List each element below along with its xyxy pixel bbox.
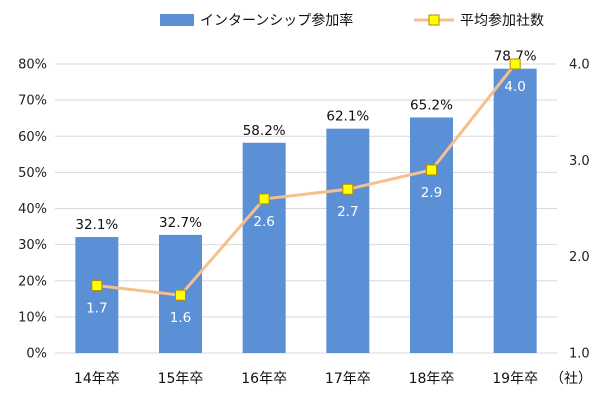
right-axis-unit: （社） <box>550 371 592 387</box>
bar-value-label: 65.2% <box>410 97 453 113</box>
left-tick-label: 50% <box>18 166 47 181</box>
left-tick-label: 0% <box>26 347 47 362</box>
line-series <box>96 63 517 297</box>
average-line <box>96 63 517 297</box>
right-tick-label: 3.0 <box>569 154 590 169</box>
category-label: 18年卒 <box>409 371 455 387</box>
legend-bar-swatch <box>160 14 194 26</box>
left-tick-label: 10% <box>18 310 47 325</box>
bar-series <box>75 68 537 353</box>
right-tick-label: 2.0 <box>569 250 590 265</box>
bar-value-label: 32.1% <box>75 217 118 233</box>
bar-value-label: 32.7% <box>159 215 202 231</box>
left-tick-label: 60% <box>18 130 47 145</box>
line-marker <box>258 193 270 205</box>
line-value-label: 2.9 <box>421 185 442 201</box>
line-value-label: 2.6 <box>253 214 274 230</box>
legend: インターンシップ参加率 平均参加社数 <box>160 12 544 29</box>
line-value-label: 4.0 <box>504 79 525 95</box>
line-markers <box>91 58 521 301</box>
line-value-label: 2.7 <box>337 204 358 220</box>
bar <box>75 237 119 353</box>
gridlines <box>55 63 557 354</box>
bar <box>326 128 370 353</box>
legend-line-marker <box>428 14 440 26</box>
line-marker <box>426 164 437 176</box>
x-axis: 14年卒 15年卒 16年卒 17年卒 18年卒 19年卒 <box>74 371 538 387</box>
line-data-labels: 1.7 1.6 2.6 2.7 2.9 4.0 <box>86 79 526 326</box>
bar-data-labels: 32.1% 32.7% 58.2% 62.1% 65.2% 78.7% <box>75 49 536 233</box>
legend-line-label: 平均参加社数 <box>460 12 544 29</box>
line-value-label: 1.7 <box>86 301 107 317</box>
category-label: 17年卒 <box>325 371 371 387</box>
bar-value-label: 62.1% <box>326 109 369 125</box>
right-tick-label: 1.0 <box>569 347 590 362</box>
left-tick-label: 30% <box>18 238 47 253</box>
left-tick-label: 20% <box>18 274 47 289</box>
line-marker <box>509 58 521 70</box>
bar <box>410 117 453 353</box>
bar-value-label: 78.7% <box>494 49 537 65</box>
line-marker <box>175 289 186 301</box>
left-axis: 0% 10% 20% 30% 40% 50% 60% 70% 80% <box>18 58 47 362</box>
category-label: 19年卒 <box>492 371 538 387</box>
line-marker <box>91 280 103 292</box>
bar <box>242 142 286 353</box>
left-tick-label: 80% <box>18 58 47 73</box>
right-tick-label: 4.0 <box>569 58 590 73</box>
right-axis: 1.0 2.0 3.0 4.0 <box>569 58 590 362</box>
bar-value-label: 58.2% <box>243 123 286 139</box>
category-label: 15年卒 <box>158 371 204 387</box>
category-label: 16年卒 <box>241 371 287 387</box>
legend-bar-label: インターンシップ参加率 <box>200 12 353 29</box>
left-tick-label: 40% <box>18 202 47 217</box>
left-tick-label: 70% <box>18 94 47 109</box>
line-value-label: 1.6 <box>170 310 191 326</box>
line-marker <box>342 183 354 195</box>
bar <box>493 68 537 353</box>
category-label: 14年卒 <box>74 371 120 387</box>
